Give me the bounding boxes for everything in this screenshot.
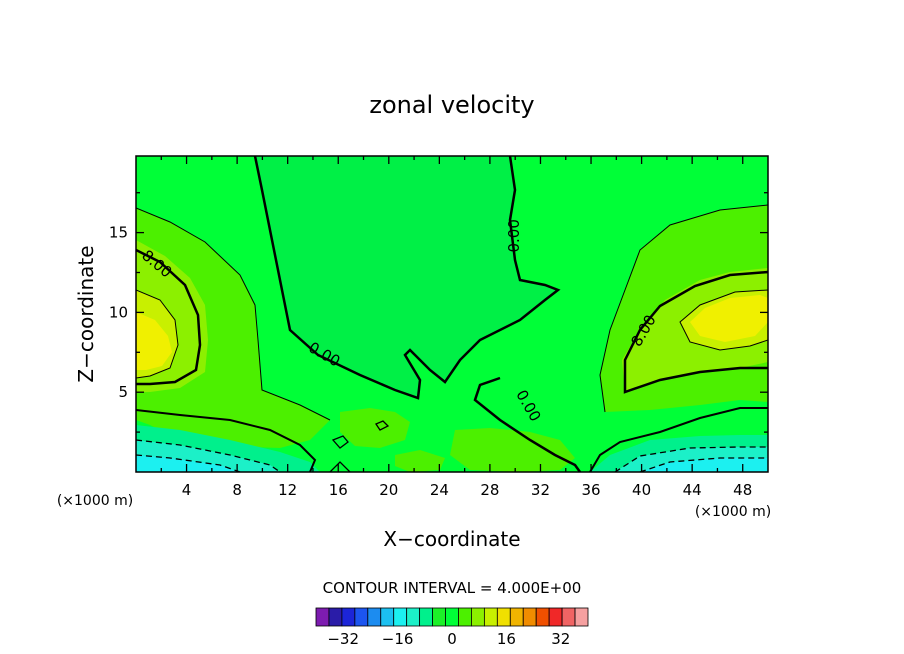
contour-line-neg8-right (639, 457, 768, 472)
colorbar-swatch (406, 607, 421, 627)
contour-line-four-left (136, 207, 331, 421)
y-unit-label: (×1000 m) (57, 493, 133, 509)
contour-fill-bottomright-neg12 (640, 458, 768, 472)
colorbar (315, 607, 589, 627)
contour-line-zero-left (136, 409, 317, 472)
colorbar-swatch (471, 607, 485, 627)
contour-fill-left-4 (136, 208, 330, 448)
contour-line-small-blob-c (329, 461, 351, 472)
colorbar-swatch (380, 607, 395, 627)
axis-ticks (136, 156, 768, 472)
contour-line-small-blob-b (375, 420, 390, 431)
colorbar-swatch (445, 607, 459, 627)
colorbar-swatch (341, 607, 356, 627)
colorbar-tick-label: 0 (447, 630, 457, 648)
x-tick-label: 12 (278, 481, 297, 499)
colorbar-swatch (367, 607, 382, 627)
colorbar-swatch (419, 607, 433, 627)
contour-line-neg4-right (614, 446, 768, 472)
contour-fill-bottom-neg12 (136, 455, 240, 472)
contour-fill-left-16 (136, 312, 172, 370)
colorbar-swatch (548, 607, 563, 627)
colorbar-tick-label: 16 (497, 630, 516, 648)
colorbar-swatch (574, 607, 589, 627)
x-tick-label: 20 (379, 481, 398, 499)
contour-line-neg4-left (136, 439, 281, 472)
colorbar-swatch (393, 607, 408, 627)
colorbar-swatch (561, 607, 576, 627)
chart-title: zonal velocity (369, 91, 534, 119)
contour-line-four-right (599, 204, 768, 413)
contour-line-zero-lower (473, 376, 582, 472)
colorbar-swatch (509, 607, 524, 627)
contour-line-neg8-left (136, 454, 241, 472)
contour-label: 0.00 (505, 219, 523, 252)
colorbar-swatch (328, 607, 343, 627)
contour-fill-mid-4b (450, 428, 575, 472)
contour-line-zero-lower2 (589, 407, 768, 472)
x-tick-label: 28 (480, 481, 499, 499)
colorbar-swatch (354, 607, 369, 627)
y-tick-label: 10 (109, 303, 128, 321)
contour-line-small-blob-a (331, 435, 349, 449)
colorbar-swatch (535, 607, 550, 627)
contour-fill-mid-4c (395, 450, 445, 472)
colorbar-tick-label: 32 (551, 630, 570, 648)
x-tick-label: 32 (531, 481, 550, 499)
colorbar-swatch (458, 607, 472, 627)
contour-fill-mid-4a (340, 408, 410, 448)
x-unit-label: (×1000 m) (695, 504, 771, 520)
contour-line-twelve-left (136, 289, 179, 379)
x-axis-label: X−coordinate (383, 527, 520, 551)
y-tick-label: 5 (118, 383, 128, 401)
plot-area: 8.000.000.000.008.00 (135, 155, 769, 473)
colorbar-swatch (496, 607, 511, 627)
x-tick-label: 36 (581, 481, 600, 499)
y-axis-label: Z−coordinate (74, 245, 98, 382)
contour-line-twelve-right (679, 289, 768, 351)
plot-frame (135, 155, 769, 473)
colorbar-swatch (483, 607, 498, 627)
x-tick-label: 24 (430, 481, 449, 499)
colorbar-tick-label: −32 (327, 630, 359, 648)
contour-line-zero-main (253, 156, 561, 400)
colorbar-swatch (432, 607, 446, 627)
x-tick-label: 8 (232, 481, 242, 499)
colorbar-swatch (315, 607, 330, 627)
x-tick-label: 40 (632, 481, 651, 499)
colorbar-swatch (522, 607, 537, 627)
contour-interval-text: CONTOUR INTERVAL = 4.000E+00 (323, 579, 582, 597)
y-tick-label: 15 (109, 224, 128, 242)
x-tick-label: 48 (733, 481, 752, 499)
x-tick-label: 4 (182, 481, 192, 499)
contour-line-eight-left (136, 248, 202, 386)
colorbar-tick-label: −16 (382, 630, 414, 648)
contour-line-eight-right (623, 270, 768, 394)
x-tick-label: 44 (683, 481, 702, 499)
x-tick-label: 16 (329, 481, 348, 499)
colorbar-labels: −32 −16 0 16 32 (327, 630, 570, 648)
contour-fill-right-16 (690, 295, 768, 342)
